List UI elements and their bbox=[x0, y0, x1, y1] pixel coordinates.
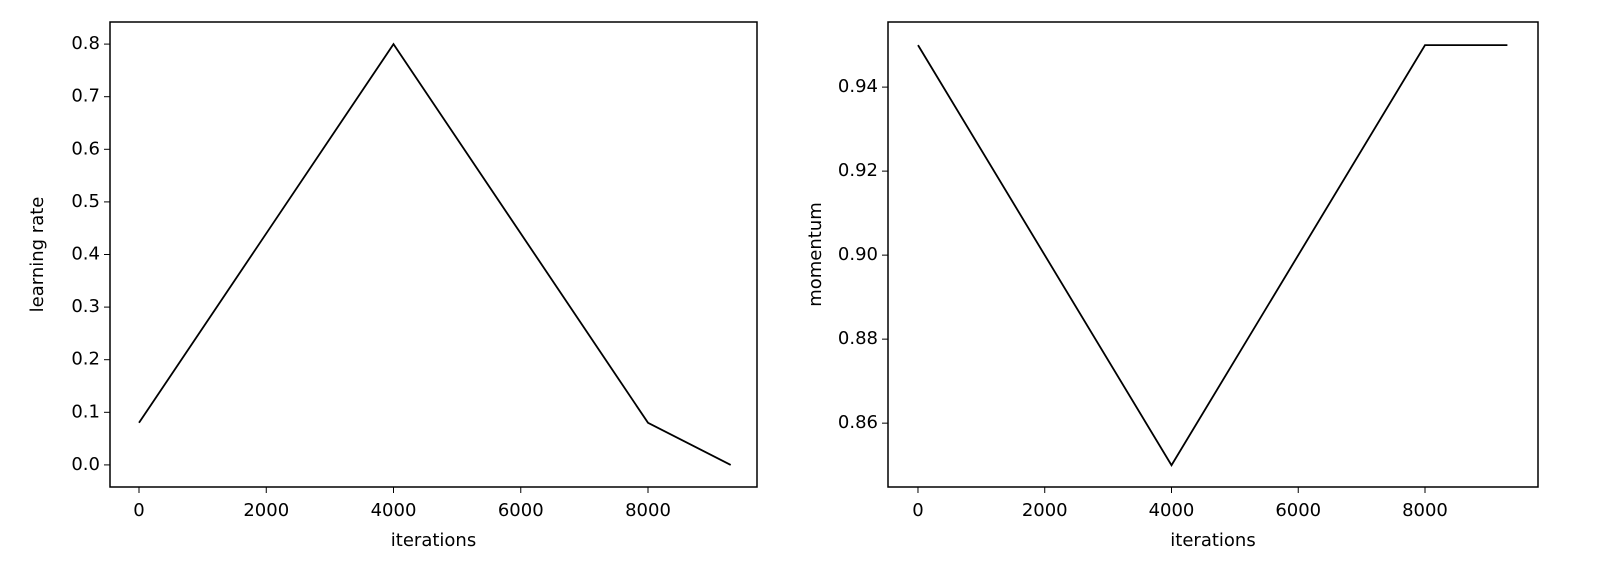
y-tick-label: 0.92 bbox=[838, 160, 878, 181]
x-tick-label: 6000 bbox=[498, 500, 544, 521]
x-tick-label: 4000 bbox=[371, 500, 417, 521]
y-tick-label: 0.1 bbox=[71, 401, 100, 422]
y-tick-label: 0.5 bbox=[71, 191, 100, 212]
y-tick-label: 0.6 bbox=[71, 138, 100, 159]
y-axis-label: momentum bbox=[805, 202, 826, 307]
x-tick-label: 0 bbox=[912, 500, 923, 521]
plot-frame bbox=[887, 21, 1539, 488]
x-tick-label: 2000 bbox=[243, 500, 289, 521]
x-tick-label: 8000 bbox=[1402, 500, 1448, 521]
y-tick-label: 0.94 bbox=[838, 76, 878, 97]
line bbox=[138, 42, 732, 466]
y-tick-label: 0.4 bbox=[71, 244, 100, 265]
y-tick-label: 0.88 bbox=[838, 328, 878, 349]
y-tick-label: 0.2 bbox=[71, 349, 100, 370]
y-tick-label: 0.8 bbox=[71, 33, 100, 54]
y-tick-label: 0.90 bbox=[838, 244, 878, 265]
y-axis-label: learning rate bbox=[27, 197, 48, 313]
y-tick-label: 0.86 bbox=[838, 412, 878, 433]
x-axis-label: iterations bbox=[391, 530, 476, 551]
x-axis-label: iterations bbox=[1170, 530, 1255, 551]
x-tick-label: 4000 bbox=[1149, 500, 1195, 521]
x-tick-label: 6000 bbox=[1275, 500, 1321, 521]
y-tick-label: 0.7 bbox=[71, 86, 100, 107]
x-tick-label: 0 bbox=[133, 500, 144, 521]
plot-frame bbox=[109, 21, 758, 488]
line bbox=[917, 44, 1508, 467]
y-tick-label: 0.0 bbox=[71, 454, 100, 475]
x-tick-label: 8000 bbox=[625, 500, 671, 521]
x-tick-label: 2000 bbox=[1022, 500, 1068, 521]
y-tick-label: 0.3 bbox=[71, 296, 100, 317]
